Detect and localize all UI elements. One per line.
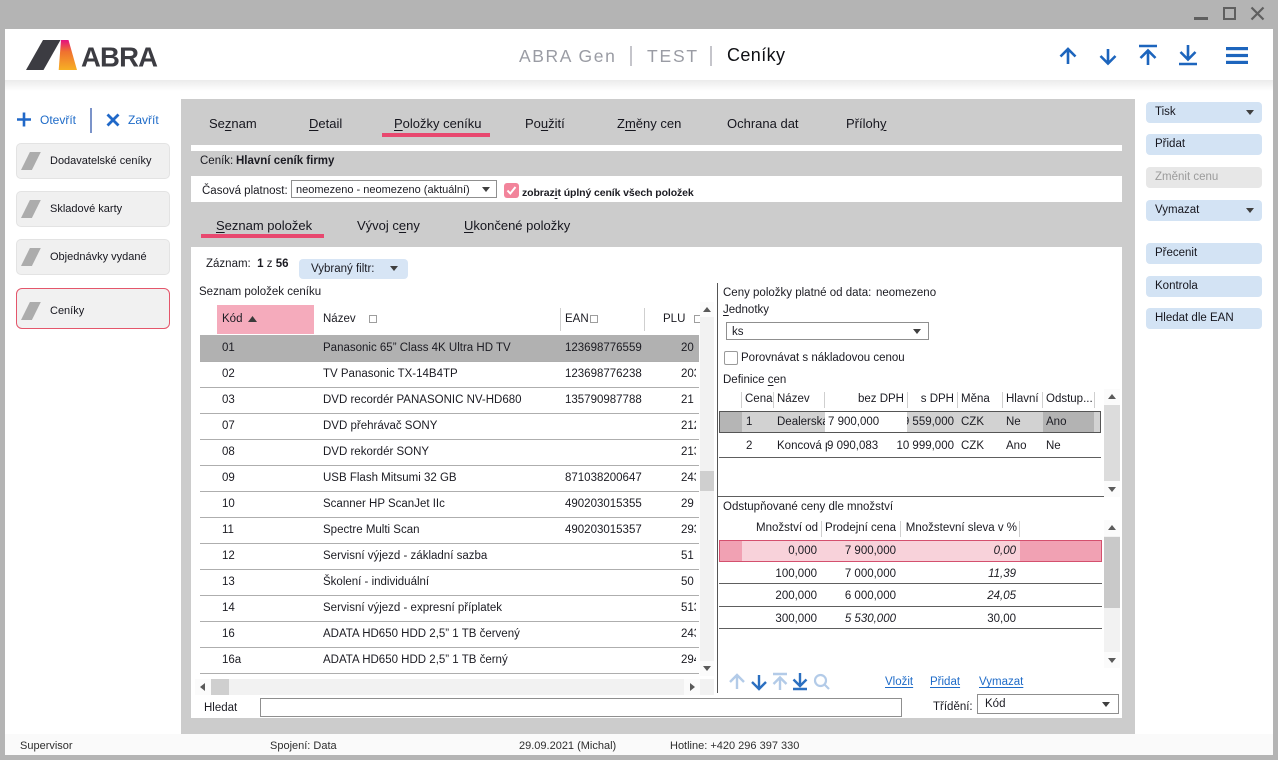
svg-text:ABRA: ABRA <box>81 42 158 71</box>
